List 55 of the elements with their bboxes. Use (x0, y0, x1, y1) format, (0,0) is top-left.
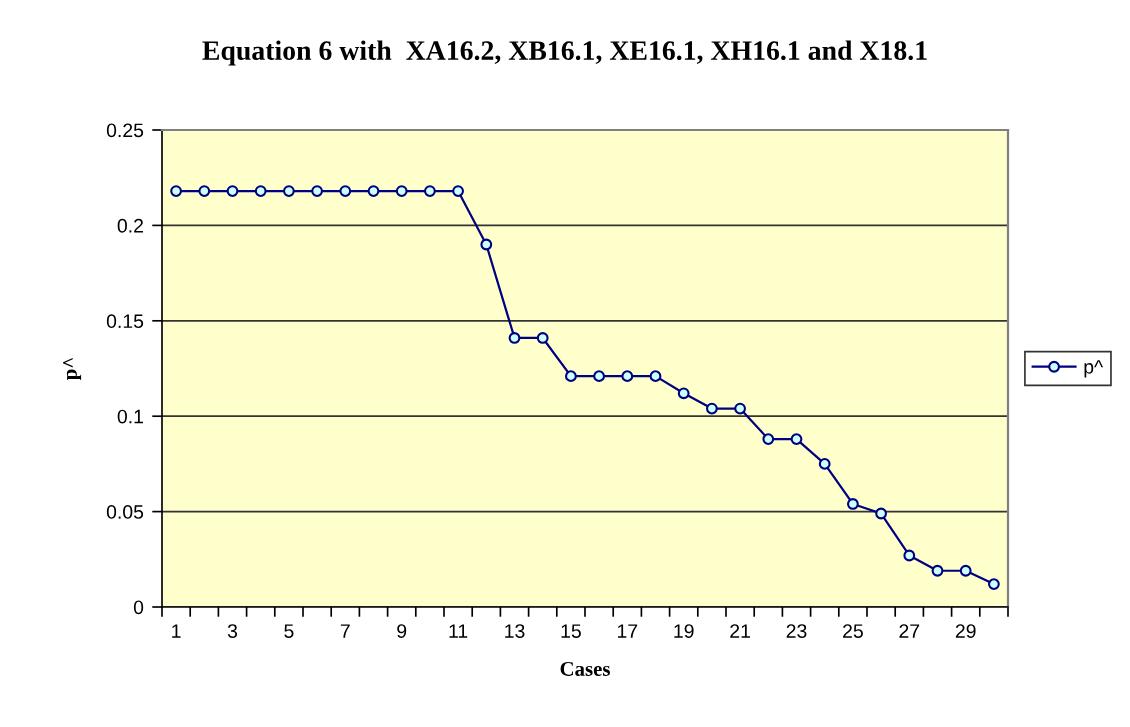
point (395, 185, 408, 197)
point (734, 402, 746, 415)
x-tick-label: 29 (955, 624, 976, 638)
y-tick-label: 0.25 (106, 123, 144, 138)
x-tick-label: 17 (617, 624, 638, 638)
point (790, 433, 803, 445)
x-tick-label: 23 (786, 624, 807, 638)
point (339, 185, 352, 197)
point (903, 549, 916, 562)
point (254, 185, 267, 197)
point (452, 185, 464, 197)
y-tick-label: 0.1 (117, 409, 143, 424)
point (593, 370, 605, 383)
point (847, 498, 859, 510)
x-tick-label: 5 (284, 624, 294, 638)
point (170, 185, 182, 197)
point (818, 458, 831, 470)
x-tick-label: 1 (172, 624, 181, 638)
x-tick-label: 3 (227, 624, 238, 638)
x-tick-label: 9 (397, 624, 407, 638)
chart-title: Equation 6 with XA16.2, XB16.1, XE16.1, XH16.1 and X18.1 (202, 40, 927, 66)
point (283, 185, 295, 197)
point (565, 370, 577, 383)
point (706, 402, 718, 415)
x-tick-label: 7 (340, 624, 350, 638)
point (762, 433, 775, 445)
x-tick-label: 25 (843, 624, 863, 638)
y-tick-label: 0.2 (117, 218, 143, 233)
point (875, 507, 887, 520)
point (649, 370, 662, 383)
x-tick-label: 11 (449, 624, 468, 638)
y-tick-label: 0.15 (106, 314, 144, 329)
x-tick-label: 27 (899, 624, 920, 638)
x-tick-label: 15 (561, 624, 581, 638)
point (536, 332, 549, 344)
point (621, 370, 634, 383)
legend-label: p^ (1084, 360, 1104, 378)
point (367, 185, 380, 197)
y-axis-title: p^ (63, 357, 82, 381)
x-axis-title: Cases (560, 661, 610, 676)
x-tick-label: 13 (505, 624, 525, 638)
point (988, 578, 1000, 591)
y-tick-label: 0 (133, 600, 144, 615)
x-tick-label: 21 (730, 624, 750, 638)
point (959, 564, 972, 577)
point (480, 238, 493, 251)
point (424, 185, 436, 197)
y-tick-label: 0.05 (106, 505, 144, 519)
x-tick-label: 19 (674, 624, 694, 638)
point (311, 185, 323, 197)
point (226, 185, 239, 197)
point (198, 185, 211, 197)
point (931, 564, 944, 577)
point (508, 332, 521, 344)
point (677, 387, 690, 400)
